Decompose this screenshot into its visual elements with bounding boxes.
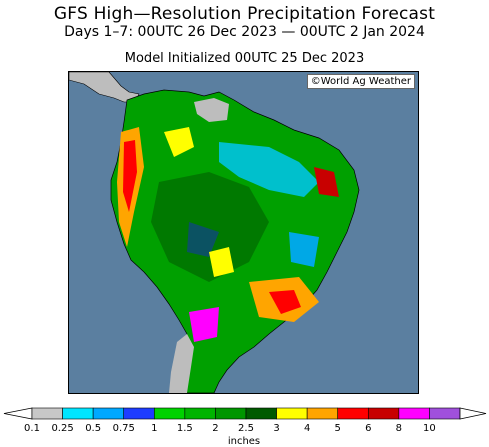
- colorbar-unit: inches: [228, 436, 260, 447]
- colorbar-tick-label: 10: [423, 423, 436, 434]
- credit-label: ©World Ag Weather: [306, 74, 415, 89]
- heavy-rain-core: [151, 172, 269, 282]
- venezuela-dry: [194, 98, 229, 122]
- colorbar-bin: [215, 407, 247, 420]
- rain-band-c: [269, 290, 301, 314]
- model-init-time: Model Initialized 00UTC 25 Dec 2023: [124, 51, 365, 66]
- colorbar-bin: [337, 407, 369, 420]
- colorbar-tick-label: 5: [335, 423, 341, 434]
- colorbar-tick-label: 4: [304, 423, 310, 434]
- rain-band-d: [189, 307, 219, 342]
- precip-colorbar: 0.1 0.25 0.5 0.75 1 1.5 2 2.5 3 4 5 6 8 10 inches: [3, 407, 487, 447]
- colorbar-bin: [92, 407, 125, 420]
- rain-band-f: [314, 167, 339, 197]
- colorbar-tick-label: 0.75: [113, 423, 135, 434]
- colorbar-bin: [245, 407, 277, 420]
- map-canvas: [69, 72, 418, 393]
- colorbar-bin: [31, 407, 63, 420]
- colorbar-bin: [429, 407, 461, 420]
- colorbar-tick-label: 1.5: [177, 423, 193, 434]
- colorbar-tick-label: 8: [396, 423, 402, 434]
- map-title: GFS High—Resolution Precipitation Foreca…: [53, 4, 436, 24]
- colorbar-bin: [398, 407, 430, 420]
- colorbar-tick-label: 1: [151, 423, 157, 434]
- rain-band-a: [164, 127, 194, 157]
- colorbar-bin: [367, 407, 400, 420]
- southern-cone-dry: [169, 334, 194, 393]
- precipitation-map: ©World Ag Weather: [68, 71, 419, 394]
- colorbar-bins: [3, 407, 487, 420]
- colorbar-tick-label: 0.25: [51, 423, 73, 434]
- colorbar-tick-label: 2: [212, 423, 218, 434]
- forecast-period: Days 1–7: 00UTC 26 Dec 2023 — 00UTC 2 Ja…: [64, 24, 425, 40]
- rain-band-e: [209, 247, 234, 277]
- colorbar-under-arrow: [3, 407, 33, 420]
- colorbar-bin: [276, 407, 308, 420]
- colorbar-bin: [62, 407, 94, 420]
- colorbar-tick-label: 3: [273, 423, 279, 434]
- colorbar-bin: [306, 407, 339, 420]
- rain-area-east: [289, 232, 319, 267]
- colorbar-tick-label: 2.5: [238, 423, 254, 434]
- colorbar-bin: [153, 407, 186, 420]
- colorbar-ticks: 0.1 0.25 0.5 0.75 1 1.5 2 2.5 3 4 5 6 8 10: [24, 423, 436, 434]
- colorbar-bin: [123, 407, 155, 420]
- colorbar-tick-label: 6: [365, 423, 371, 434]
- colorbar-bin: [184, 407, 216, 420]
- light-rain-north: [219, 142, 319, 197]
- colorbar-tick-label: 0.5: [85, 423, 101, 434]
- andes-peak: [123, 140, 137, 212]
- colorbar-tick-label: 0.1: [24, 423, 40, 434]
- colorbar-over-arrow: [459, 407, 487, 420]
